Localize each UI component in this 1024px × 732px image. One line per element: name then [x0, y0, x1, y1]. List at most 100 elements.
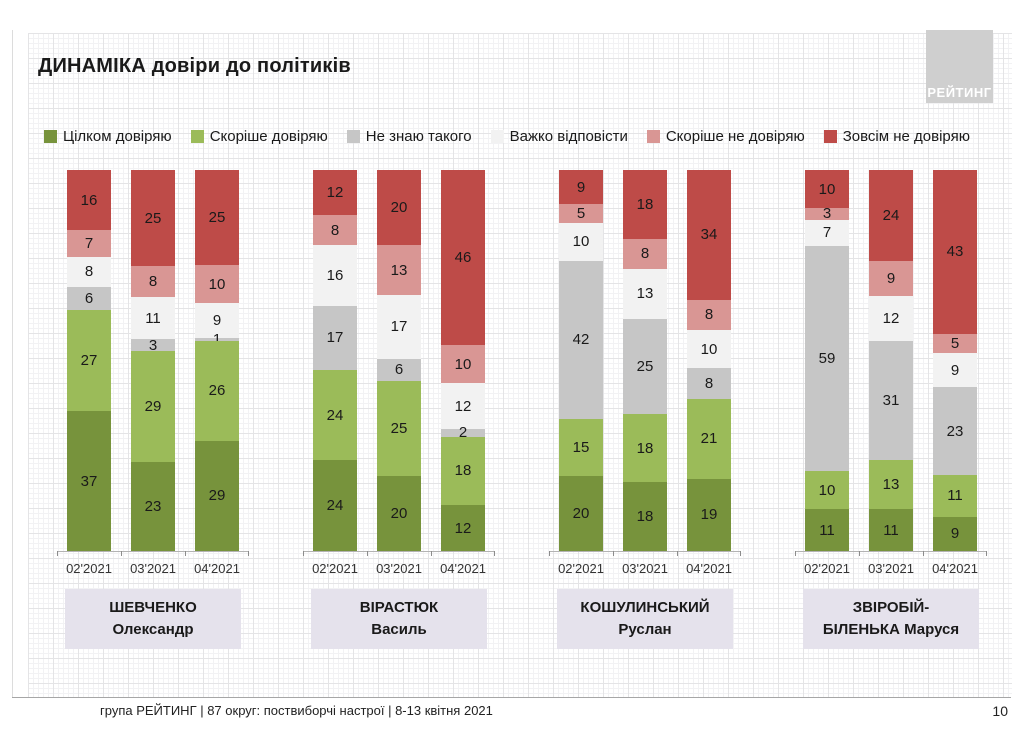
segment-value-label: 17	[390, 318, 408, 336]
legend-label: Цілком довіряю	[63, 128, 172, 145]
bar-slot: 18 8 13 25 18 18	[613, 170, 677, 551]
bar-slot: 46 10 12 2 18 12	[431, 170, 495, 551]
segment-value-label: 24	[326, 406, 344, 424]
segment-value-label: 23	[946, 422, 964, 440]
bar-segment: 15	[559, 418, 603, 476]
segment-value-label: 18	[454, 462, 472, 480]
stacked-bar: 24 9 12 31 13 11	[869, 170, 913, 551]
category-label: 03'2021	[130, 561, 176, 576]
bar-slot: 10 3 7 59 10 11	[795, 170, 859, 551]
segment-value-label: 23	[144, 498, 162, 516]
segment-value-label: 6	[84, 289, 94, 307]
politician-group: 10 3 7 59 10 11 24 9 12 31 13 11 43 5 9 23 11 9 02'2021 03'…	[795, 170, 987, 576]
bar-slot: 24 9 12 31 13 11	[859, 170, 923, 551]
bar-segment: 9	[933, 352, 977, 388]
segment-value-label: 29	[144, 398, 162, 416]
bar-segment: 24	[313, 460, 357, 551]
bar-segment: 11	[933, 474, 977, 517]
segment-value-label: 12	[326, 184, 344, 202]
segment-value-label: 25	[636, 357, 654, 375]
bar-segment: 8	[313, 215, 357, 246]
axis-tick	[795, 551, 796, 556]
segment-value-label: 11	[947, 487, 963, 505]
legend-swatch-icon	[190, 130, 204, 143]
group-plot: 16 7 8 6 27 37 25 8 11 3 29 23 25 10 9 1 26 29	[57, 170, 249, 556]
legend-item: Не знаю такого	[346, 128, 472, 145]
segment-value-label: 13	[636, 285, 654, 303]
stacked-bar: 12 8 16 17 24 24	[313, 170, 357, 551]
footer-source: група РЕЙТИНГ | 87 округ: поствиборчі на…	[100, 703, 493, 718]
bar-segment: 27	[67, 309, 111, 412]
segment-value-label: 3	[148, 336, 158, 354]
bar-slot: 43 5 9 23 11 9	[923, 170, 987, 551]
axis-tick	[923, 551, 924, 556]
bar-segment: 13	[869, 459, 913, 510]
stacked-bar: 9 5 10 42 15 20	[559, 170, 603, 551]
politician-firstname: Василь	[371, 621, 427, 638]
legend-item: Скоріше довіряю	[190, 128, 328, 145]
page-number: 10	[992, 703, 1008, 719]
axis-tick	[121, 551, 122, 556]
bar-segment: 2	[441, 425, 485, 440]
politician-name-box: ЗВІРОБІЙ- БІЛЕНЬКА Маруся	[803, 589, 979, 649]
legend-label: Скоріше довіряю	[209, 128, 328, 145]
bar-segment: 10	[805, 170, 849, 209]
segment-value-label: 1	[212, 331, 222, 349]
segment-value-label: 16	[80, 191, 98, 209]
stacked-bar: 25 10 9 1 26 29	[195, 170, 239, 551]
bar-segment: 6	[377, 358, 421, 382]
category-label: 03'2021	[868, 561, 914, 576]
bar-segment: 9	[933, 516, 977, 551]
segment-value-label: 19	[700, 506, 718, 524]
axis-tick	[248, 551, 249, 556]
bar-segment: 29	[131, 350, 175, 463]
segment-value-label: 5	[950, 334, 960, 352]
bar-segment: 23	[131, 462, 175, 551]
bar-segment: 13	[377, 245, 421, 295]
bar-segment: 34	[687, 170, 731, 300]
bar-segment: 12	[869, 295, 913, 342]
chart-legend: Цілком довіряю Скоріше довіряю Не знаю так…	[44, 128, 970, 145]
segment-value-label: 5	[576, 204, 586, 222]
segment-value-label: 43	[946, 243, 964, 261]
bar-segment: 24	[869, 170, 913, 262]
stacked-bar: 10 3 7 59 10 11	[805, 170, 849, 551]
axis-tick	[986, 551, 987, 556]
segment-value-label: 27	[80, 352, 98, 370]
segment-value-label: 8	[704, 306, 714, 324]
axis-tick	[613, 551, 614, 556]
bar-segment: 12	[441, 505, 485, 551]
bar-segment: 26	[195, 341, 239, 441]
segment-value-label: 20	[572, 504, 590, 522]
rating-logo-text: РЕЙТИНГ	[927, 85, 992, 100]
bar-slot: 25 10 9 1 26 29	[185, 170, 249, 551]
bar-segment: 16	[313, 245, 357, 306]
politician-group: 12 8 16 17 24 24 20 13 17 6 25 20 46 10 12 2 18 12 02'2021…	[303, 170, 495, 576]
segment-value-label: 12	[882, 310, 900, 328]
group-plot: 9 5 10 42 15 20 18 8 13 25 18 18 34 8 10 8 21 19	[549, 170, 741, 556]
segment-value-label: 25	[144, 209, 162, 227]
segment-value-label: 2	[458, 424, 468, 442]
bar-segment: 23	[933, 387, 977, 475]
legend-item: Важко відповісти	[490, 128, 628, 145]
axis-tick	[431, 551, 432, 556]
segment-value-label: 3	[822, 205, 832, 223]
politician-firstname: БІЛЕНЬКА Маруся	[822, 621, 960, 638]
bar-slot: 9 5 10 42 15 20	[549, 170, 613, 551]
axis-tick	[57, 551, 58, 556]
politician-group: 9 5 10 42 15 20 18 8 13 25 18 18 34 8 10 8 21 19 02'2021 03…	[549, 170, 741, 576]
segment-value-label: 7	[822, 224, 832, 242]
politician-surname: ЗВІРОБІЙ-	[852, 599, 930, 617]
legend-item: Зовсім не довіряю	[823, 128, 970, 145]
politician-group: 16 7 8 6 27 37 25 8 11 3 29 23 25 10 9 1 26 29 02'2021 03'2…	[57, 170, 249, 576]
segment-value-label: 10	[818, 481, 836, 499]
bar-segment: 17	[377, 294, 421, 359]
bar-segment: 10	[559, 222, 603, 261]
bar-segment: 8	[623, 238, 667, 270]
segment-value-label: 12	[454, 519, 472, 537]
segment-value-label: 18	[636, 195, 654, 213]
segment-value-label: 15	[572, 438, 590, 456]
legend-item: Цілком довіряю	[44, 128, 172, 145]
stacked-bar: 34 8 10 8 21 19	[687, 170, 731, 551]
bar-segment: 10	[687, 330, 731, 369]
